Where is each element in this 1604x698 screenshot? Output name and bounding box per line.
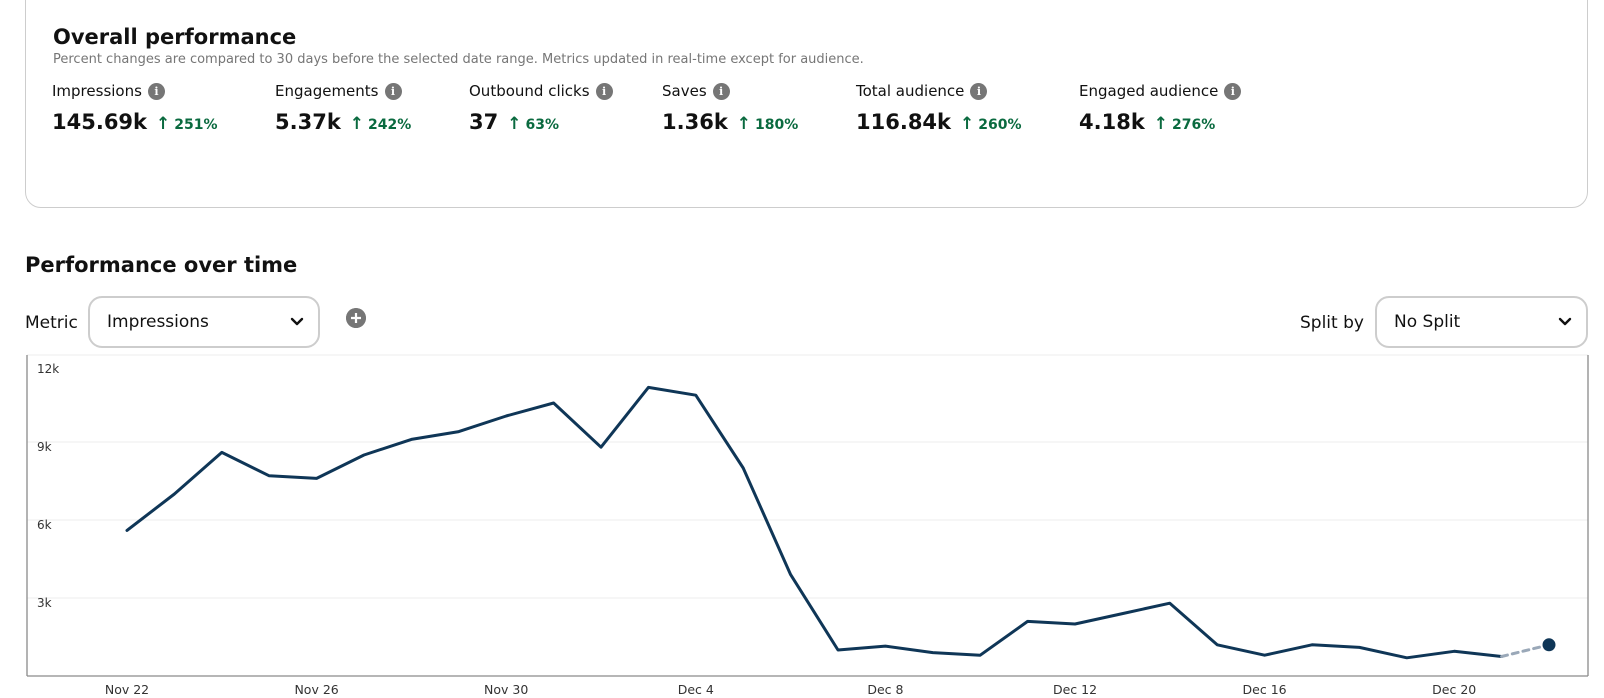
x-tick-label: Nov 26 (294, 682, 338, 697)
plus-circle-icon[interactable] (346, 308, 366, 328)
metric-change: ↑ 251% (156, 114, 218, 134)
series-line (125, 385, 1504, 660)
overall-performance-title: Overall performance (53, 25, 297, 49)
arrow-up-icon: ↑ (960, 114, 975, 134)
metric-label: Saves (662, 82, 707, 100)
metric-change: ↑ 276% (1153, 114, 1216, 134)
x-tick-label: Nov 22 (105, 682, 149, 697)
x-tick-label: Nov 30 (484, 682, 528, 697)
x-tick-label: Dec 4 (678, 682, 714, 697)
x-tick-label: Dec 12 (1053, 682, 1097, 697)
performance-over-time-title: Performance over time (25, 253, 298, 277)
info-icon[interactable]: i (595, 82, 613, 100)
arrow-up-icon: ↑ (507, 114, 522, 134)
metric-value: 145.69k (52, 110, 148, 134)
metric-dropdown[interactable]: Impressions (88, 296, 320, 348)
metric-total-audience[interactable]: Total audience i 116.84k ↑ 260% (856, 81, 1022, 134)
metric-label: Total audience (856, 82, 965, 100)
x-tick-label: Dec 20 (1432, 682, 1476, 697)
metric-value: 4.18k (1079, 110, 1145, 134)
x-tick-label: Dec 16 (1243, 682, 1287, 697)
metric-label: Engaged audience (1079, 82, 1219, 100)
metric-change: ↑ 242% (349, 114, 412, 134)
metric-value: 5.37k (275, 110, 341, 134)
arrow-up-icon: ↑ (1153, 114, 1169, 134)
split-by-dropdown-value: No Split (1394, 312, 1461, 332)
metric-engagements[interactable]: Engagements i 5.37k ↑ 242% (275, 81, 411, 134)
info-icon[interactable]: i (970, 82, 988, 100)
overall-performance-card: Overall performance Percent changes are … (25, 0, 1588, 208)
y-tick-label: 9k (37, 440, 52, 454)
latest-data-point (1542, 638, 1556, 652)
y-tick-label: 12k (37, 362, 59, 376)
metric-engaged-audience[interactable]: Engaged audience i 4.18k ↑ 276% (1079, 81, 1242, 134)
metric-label: Impressions (52, 82, 142, 100)
arrow-up-icon: ↑ (349, 114, 365, 134)
split-by-label: Split by (1300, 313, 1364, 333)
y-tick-label: 3k (37, 596, 52, 610)
arrow-up-icon: ↑ (156, 114, 171, 134)
metric-impressions[interactable]: Impressions i 145.69k ↑ 251% (52, 81, 218, 134)
metric-value: 1.36k (662, 110, 728, 134)
metric-saves[interactable]: Saves i 1.36k ↑ 180% (662, 81, 798, 134)
arrow-up-icon: ↑ (736, 114, 752, 134)
metric-select-label: Metric (25, 313, 78, 333)
metric-change: ↑ 63% (507, 114, 559, 134)
chevron-down-icon (1558, 317, 1572, 326)
metric-label: Engagements (275, 82, 379, 100)
overall-performance-subtitle: Percent changes are compared to 30 days … (53, 52, 864, 67)
info-icon[interactable]: i (1224, 82, 1242, 100)
split-by-dropdown[interactable]: No Split (1375, 296, 1588, 348)
info-icon[interactable]: i (712, 82, 730, 100)
info-icon[interactable]: i (384, 82, 402, 100)
metric-outbound-clicks[interactable]: Outbound clicks i 37 ↑ 63% (469, 81, 613, 134)
metric-value: 37 (469, 110, 499, 134)
metric-change: ↑ 180% (736, 114, 799, 134)
metric-change: ↑ 260% (960, 114, 1022, 134)
metric-label: Outbound clicks (469, 82, 590, 100)
chevron-down-icon (290, 317, 304, 326)
y-tick-label: 6k (37, 518, 52, 532)
metric-value: 116.84k (856, 110, 952, 134)
x-tick-label: Dec 8 (867, 682, 903, 697)
metric-dropdown-value: Impressions (107, 312, 209, 332)
info-icon[interactable]: i (147, 82, 165, 100)
partial-segment-line (1500, 643, 1551, 658)
